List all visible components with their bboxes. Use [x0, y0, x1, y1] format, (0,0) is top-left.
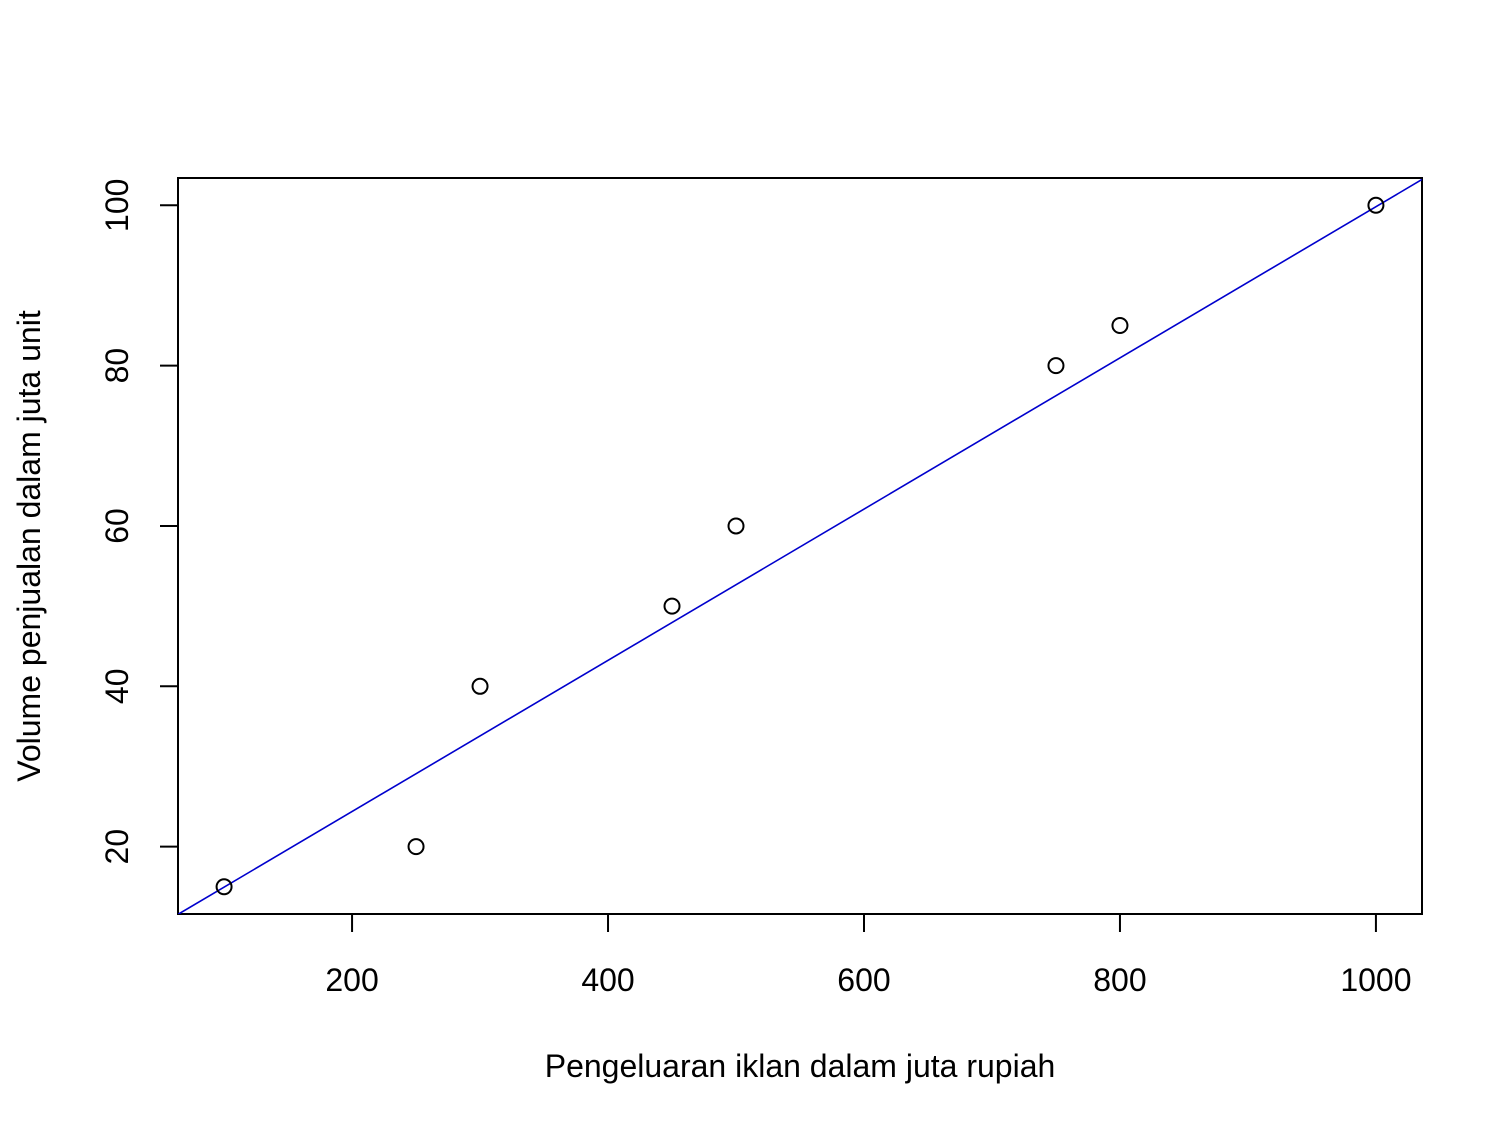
data-point: [1111, 317, 1129, 335]
data-point: [663, 597, 681, 615]
y-tick-label: 100: [99, 179, 135, 232]
data-point: [1047, 357, 1065, 375]
data-point: [1367, 196, 1385, 214]
x-tick-label: 1000: [1340, 962, 1411, 998]
y-tick-label: 20: [99, 829, 135, 865]
x-axis: 200 400 600 800 1000: [325, 913, 1412, 998]
data-points: [215, 196, 1385, 896]
data-point: [727, 517, 745, 535]
data-point: [215, 878, 233, 896]
x-tick-label: 600: [837, 962, 890, 998]
y-tick-label: 80: [99, 348, 135, 384]
y-axis-label: Volume penjualan dalam juta unit: [11, 310, 47, 782]
regression-line: [178, 178, 1422, 914]
data-point: [407, 838, 425, 856]
y-tick-label: 40: [99, 669, 135, 705]
y-axis: 20 40 60 80 100: [99, 179, 179, 865]
y-tick-label: 60: [99, 508, 135, 544]
data-point: [471, 677, 489, 695]
x-tick-label: 400: [581, 962, 634, 998]
x-axis-label: Pengeluaran iklan dalam juta rupiah: [545, 1048, 1056, 1084]
x-tick-label: 200: [325, 962, 378, 998]
x-tick-label: 800: [1093, 962, 1146, 998]
